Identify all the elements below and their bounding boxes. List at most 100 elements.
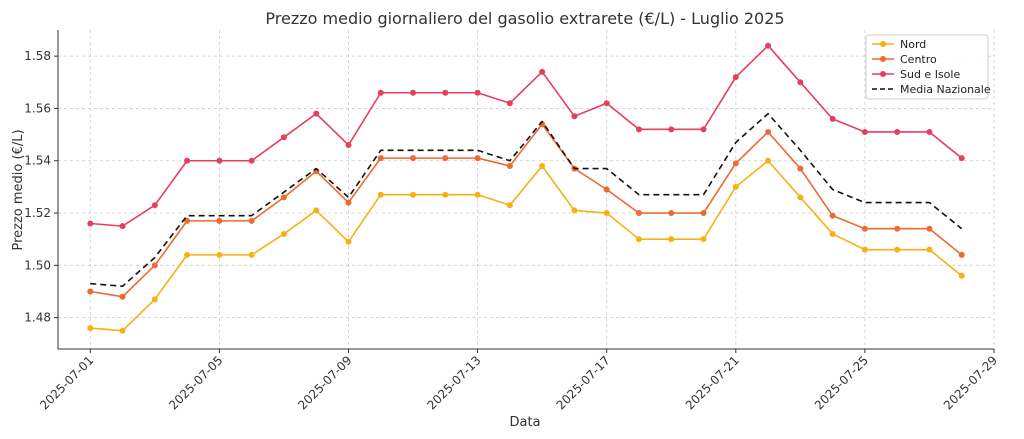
legend-item: Nord <box>872 38 926 51</box>
data-point <box>87 288 94 295</box>
x-tick-label: 2025-07-13 <box>424 353 483 412</box>
data-point <box>700 210 707 217</box>
data-point <box>442 89 449 96</box>
data-point <box>377 191 384 198</box>
data-point <box>732 160 739 167</box>
data-point <box>119 293 126 300</box>
data-point <box>765 157 772 164</box>
x-tick-label: 2025-07-17 <box>554 353 613 412</box>
data-point <box>700 126 707 133</box>
series-lines <box>87 42 965 334</box>
data-point <box>829 212 836 219</box>
series-sud-e-isole <box>87 42 965 230</box>
y-tick-label: 1.50 <box>24 258 51 272</box>
axes: 1.48 1.50 1.52 1.54 1.56 1.58 2025-07-01 2025-0… <box>24 30 1000 412</box>
series-line <box>90 112 963 288</box>
data-point <box>216 251 223 258</box>
data-point <box>539 162 546 169</box>
data-point <box>474 89 481 96</box>
legend-label: Media Nazionale <box>900 83 991 96</box>
data-point <box>506 202 513 209</box>
x-tick-label: 2025-07-25 <box>812 353 871 412</box>
data-point <box>474 191 481 198</box>
data-point <box>151 202 158 209</box>
data-point <box>797 165 804 172</box>
data-point <box>926 225 933 232</box>
data-point <box>732 74 739 81</box>
data-point <box>635 236 642 243</box>
grid <box>58 30 995 349</box>
data-point <box>668 126 675 133</box>
data-point <box>377 155 384 162</box>
data-point <box>765 42 772 49</box>
data-point <box>184 251 191 258</box>
data-point <box>410 191 417 198</box>
series-line <box>90 123 963 298</box>
data-point <box>377 89 384 96</box>
data-point <box>894 246 901 253</box>
y-axis-title: Prezzo medio (€/L) <box>11 129 26 250</box>
y-tick-label: 1.52 <box>24 206 51 220</box>
data-point <box>345 142 352 149</box>
data-point <box>248 217 255 224</box>
legend-label: Nord <box>900 38 926 51</box>
data-point <box>87 220 94 227</box>
legend-marker <box>880 56 886 62</box>
data-point <box>216 217 223 224</box>
data-point <box>410 155 417 162</box>
data-point <box>603 210 610 217</box>
data-point <box>700 236 707 243</box>
data-point <box>732 183 739 190</box>
data-point <box>635 210 642 217</box>
data-point <box>119 327 126 334</box>
y-tick-label: 1.48 <box>24 311 51 325</box>
data-point <box>668 210 675 217</box>
data-point <box>506 162 513 169</box>
data-point <box>313 110 320 117</box>
data-point <box>797 194 804 201</box>
x-axis-title: Data <box>509 415 540 430</box>
series-centro <box>87 121 965 300</box>
data-point <box>345 238 352 245</box>
data-point <box>829 115 836 122</box>
data-point <box>184 157 191 164</box>
legend-label: Sud e Isole <box>900 68 960 81</box>
data-point <box>539 68 546 75</box>
data-point <box>958 251 965 258</box>
data-point <box>410 89 417 96</box>
legend-item: Media Nazionale <box>872 83 991 96</box>
data-point <box>797 79 804 86</box>
x-tick-label: 2025-07-29 <box>941 353 1000 412</box>
data-point <box>151 262 158 269</box>
data-point <box>506 100 513 107</box>
y-tick-label: 1.58 <box>24 49 51 63</box>
data-point <box>926 246 933 253</box>
data-point <box>151 296 158 303</box>
series-line <box>90 44 963 227</box>
y-tick-label: 1.54 <box>24 154 51 168</box>
data-point <box>119 223 126 230</box>
x-tick-label: 2025-07-05 <box>166 353 225 412</box>
data-point <box>442 191 449 198</box>
legend-marker <box>880 71 886 77</box>
data-point <box>765 128 772 135</box>
data-point <box>345 199 352 206</box>
data-point <box>829 230 836 237</box>
data-point <box>280 194 287 201</box>
data-point <box>926 128 933 135</box>
y-tick-label: 1.56 <box>24 101 51 115</box>
data-point <box>571 113 578 120</box>
data-point <box>894 225 901 232</box>
data-point <box>668 236 675 243</box>
data-point <box>248 157 255 164</box>
legend-label: Centro <box>900 53 937 66</box>
x-tick-label: 2025-07-21 <box>683 353 742 412</box>
legend-item: Sud e Isole <box>872 68 960 81</box>
series-line <box>90 159 963 332</box>
data-point <box>603 186 610 193</box>
x-tick-label: 2025-07-09 <box>295 353 354 412</box>
data-point <box>861 128 868 135</box>
series-nord <box>87 157 965 334</box>
